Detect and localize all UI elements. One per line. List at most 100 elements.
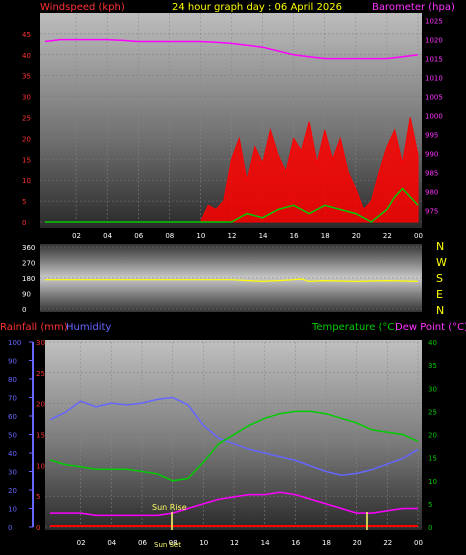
graph-title: 24 hour graph day : 06 April 2026 bbox=[172, 2, 342, 13]
windspeed-tick-label: 25 bbox=[22, 115, 31, 123]
temperature-tick-label: 0 bbox=[428, 524, 432, 532]
sunset-label: Sun Set bbox=[154, 541, 181, 549]
barometer-series bbox=[44, 38, 419, 60]
wind-x-tick-label: 14 bbox=[259, 232, 268, 240]
direction-panel-series bbox=[45, 278, 419, 283]
barometer-tick-label: 990 bbox=[425, 151, 438, 159]
compass-letter: N bbox=[436, 240, 444, 253]
barometer-tick-label: 995 bbox=[425, 132, 438, 140]
direction-tick-label: 180 bbox=[22, 275, 35, 283]
barometer-axis-label: Barometer (hpa) bbox=[372, 2, 455, 13]
humidity-tick-label: 0 bbox=[8, 524, 12, 532]
direction-panel-background bbox=[40, 244, 422, 312]
humidity-tick-label: 70 bbox=[8, 395, 17, 403]
compass-letter: N bbox=[436, 304, 444, 317]
temperature-tick-label: 25 bbox=[428, 408, 437, 416]
climate-panel-series bbox=[49, 396, 419, 527]
climate-x-tick-label: 14 bbox=[261, 539, 270, 547]
direction-tick-label: 90 bbox=[22, 291, 31, 299]
rainfall-tick-label: 20 bbox=[36, 401, 45, 409]
climate-x-tick-label: 00 bbox=[414, 539, 423, 547]
rainfall-tick-label: 30 bbox=[36, 339, 45, 347]
temperature-axis-label: Temperature (°C) bbox=[311, 322, 398, 333]
windspeed-tick-label: 0 bbox=[22, 219, 26, 227]
climate-x-tick-label: 06 bbox=[138, 539, 147, 547]
wind-x-tick-label: 12 bbox=[228, 232, 237, 240]
climate-x-tick-label: 18 bbox=[322, 539, 331, 547]
humidity-tick-label: 30 bbox=[8, 469, 17, 477]
humidity-axis-ticks: 0 10 20 30 40 50 60 70 80 90 100 bbox=[8, 339, 34, 532]
rainfall-tick-label: 10 bbox=[36, 462, 45, 470]
barometer-tick-label: 975 bbox=[425, 208, 438, 216]
temperature-tick-label: 35 bbox=[428, 362, 437, 370]
humidity-tick-label: 100 bbox=[8, 339, 21, 347]
barometer-axis-ticks: 975 980 985 990 995 1000 1005 1010 1015 1020 1025 bbox=[425, 18, 443, 216]
barometer-tick-label: 980 bbox=[425, 189, 438, 197]
sunrise-label: Sun Rise bbox=[152, 503, 187, 512]
humidity-tick-label: 20 bbox=[8, 487, 17, 495]
direction-tick-label: 270 bbox=[22, 260, 35, 268]
wind-x-tick-label: 02 bbox=[72, 232, 81, 240]
windspeed-tick-label: 35 bbox=[22, 73, 31, 81]
climate-x-tick-label: 22 bbox=[383, 539, 392, 547]
humidity-series bbox=[49, 396, 419, 476]
windspeed-tick-label: 10 bbox=[22, 177, 31, 185]
wind-x-tick-label: 06 bbox=[134, 232, 143, 240]
windspeed-tick-label: 45 bbox=[22, 31, 31, 39]
humidity-tick-label: 60 bbox=[8, 413, 17, 421]
rainfall-axis-ticks: 0 5 10 15 20 25 30 bbox=[36, 339, 45, 532]
rainfall-tick-label: 5 bbox=[36, 493, 40, 501]
climate-x-tick-label: 12 bbox=[230, 539, 239, 547]
windspeed-tick-label: 15 bbox=[22, 156, 31, 164]
wind-panel-series bbox=[44, 38, 419, 223]
wind-x-tick-label: 00 bbox=[414, 232, 423, 240]
climate-x-tick-label: 02 bbox=[77, 539, 86, 547]
climate-x-tick-label: 10 bbox=[199, 539, 208, 547]
rainfall-tick-label: 25 bbox=[36, 370, 45, 378]
compass-letter: S bbox=[436, 272, 443, 285]
compass-letter: E bbox=[436, 288, 443, 301]
humidity-tick-label: 40 bbox=[8, 450, 17, 458]
barometer-tick-label: 1015 bbox=[425, 56, 443, 64]
temperature-series bbox=[49, 410, 419, 482]
climate-panel-x-ticks: 02 04 06 08 10 12 14 16 18 20 22 00 bbox=[77, 539, 423, 547]
temperature-axis-ticks: 0 5 10 15 20 25 30 35 40 bbox=[428, 339, 437, 532]
windspeed-axis-label: Windspeed (kph) bbox=[40, 2, 125, 13]
rainfall-tick-label: 0 bbox=[36, 524, 40, 532]
rainfall-tick-label: 15 bbox=[36, 432, 45, 440]
temperature-tick-label: 30 bbox=[428, 385, 437, 393]
humidity-tick-label: 90 bbox=[8, 358, 17, 366]
humidity-tick-label: 50 bbox=[8, 432, 17, 440]
dewpoint-series bbox=[50, 491, 418, 517]
temperature-tick-label: 5 bbox=[428, 501, 432, 509]
windspeed-tick-label: 40 bbox=[22, 52, 31, 60]
wind-panel-grid bbox=[40, 13, 422, 223]
barometer-tick-label: 1020 bbox=[425, 37, 443, 45]
wind-x-tick-label: 16 bbox=[290, 232, 299, 240]
windspeed-tick-label: 5 bbox=[22, 198, 26, 206]
barometer-tick-label: 985 bbox=[425, 170, 438, 178]
humidity-tick-label: 10 bbox=[8, 506, 17, 514]
direction-axis-ticks: 0 90 180 270 360 bbox=[22, 244, 35, 314]
wind-x-tick-label: 18 bbox=[321, 232, 330, 240]
temperature-tick-label: 10 bbox=[428, 478, 437, 486]
temperature-tick-label: 15 bbox=[428, 455, 437, 463]
barometer-tick-label: 1000 bbox=[425, 113, 443, 121]
temperature-tick-label: 20 bbox=[428, 432, 437, 440]
direction-tick-label: 0 bbox=[22, 306, 26, 314]
gust-series bbox=[45, 187, 419, 223]
wind-x-tick-label: 22 bbox=[383, 232, 392, 240]
barometer-tick-label: 1010 bbox=[425, 75, 443, 83]
climate-x-tick-label: 08 bbox=[169, 539, 178, 547]
direction-series bbox=[45, 278, 419, 283]
climate-x-tick-label: 04 bbox=[107, 539, 116, 547]
wind-x-tick-label: 10 bbox=[196, 232, 205, 240]
barometer-tick-label: 1005 bbox=[425, 94, 443, 102]
wind-x-tick-label: 04 bbox=[103, 232, 112, 240]
windspeed-axis-ticks: 0 5 10 15 20 25 30 35 40 45 bbox=[22, 31, 31, 227]
climate-x-tick-label: 16 bbox=[291, 539, 300, 547]
barometer-tick-label: 1025 bbox=[425, 18, 443, 26]
windspeed-tick-label: 30 bbox=[22, 94, 31, 102]
